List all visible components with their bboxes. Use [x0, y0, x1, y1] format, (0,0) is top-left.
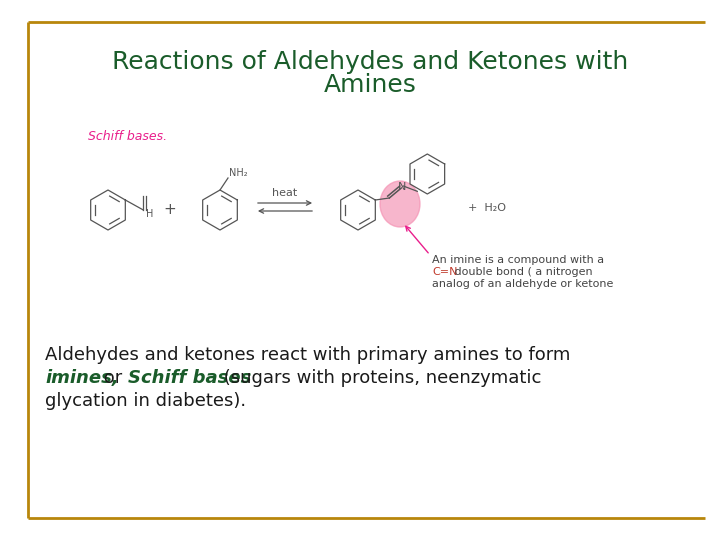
Text: (sugars with proteins, neenzymatic: (sugars with proteins, neenzymatic	[217, 369, 541, 387]
Text: C=N: C=N	[432, 267, 457, 277]
Text: Reactions of Aldehydes and Ketones with: Reactions of Aldehydes and Ketones with	[112, 50, 628, 74]
Text: heat: heat	[272, 188, 297, 198]
Text: +  H₂O: + H₂O	[468, 203, 506, 213]
Text: Aldehydes and ketones react with primary amines to form: Aldehydes and ketones react with primary…	[45, 346, 570, 364]
Text: +: +	[163, 202, 176, 218]
Text: Amines: Amines	[323, 73, 416, 97]
Text: or: or	[97, 369, 127, 387]
Text: Schiff bases.: Schiff bases.	[88, 131, 167, 144]
Ellipse shape	[380, 181, 420, 227]
Text: analog of an aldehyde or ketone: analog of an aldehyde or ketone	[432, 279, 613, 289]
Text: Schiff bases: Schiff bases	[127, 369, 251, 387]
Text: H: H	[145, 209, 153, 219]
Text: N: N	[398, 182, 407, 192]
Text: NH₂: NH₂	[229, 168, 248, 178]
Text: glycation in diabetes).: glycation in diabetes).	[45, 392, 246, 410]
Text: imines,: imines,	[45, 369, 119, 387]
Text: An imine is a compound with a: An imine is a compound with a	[432, 255, 604, 265]
Text: double bond ( a nitrogen: double bond ( a nitrogen	[451, 267, 593, 277]
